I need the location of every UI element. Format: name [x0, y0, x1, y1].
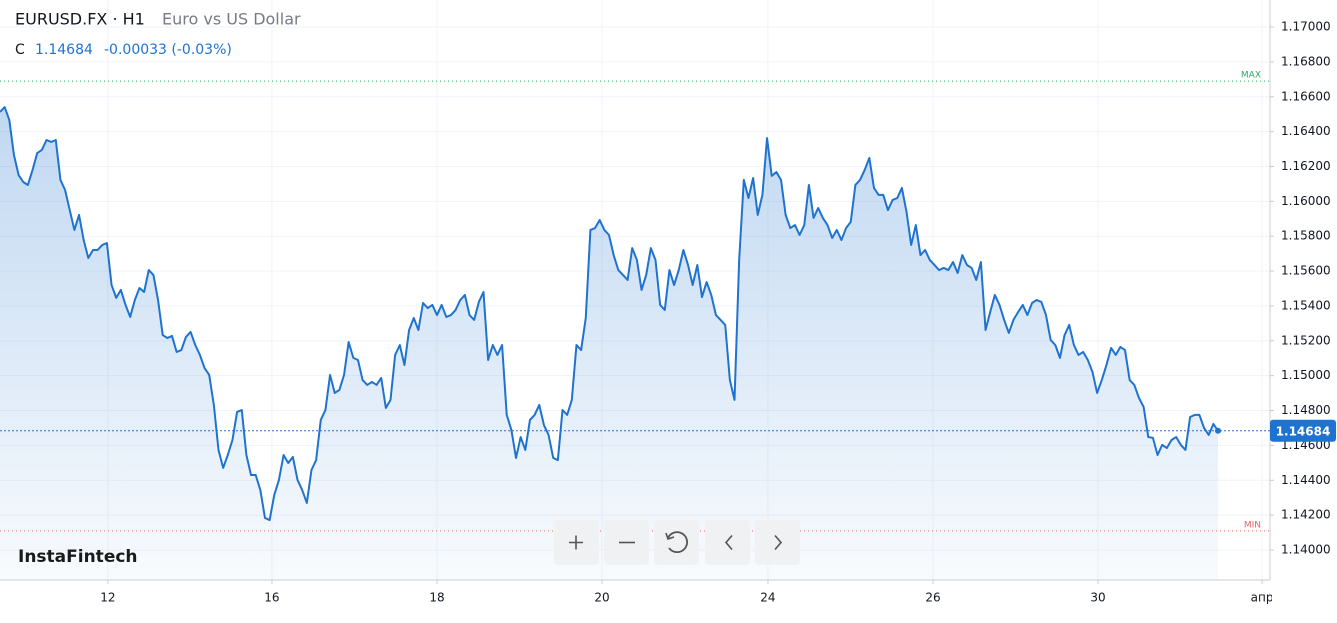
zoom-controls [554, 520, 800, 565]
area [0, 107, 1218, 580]
y-tick-label: 1.14800 [1281, 403, 1331, 417]
x-tick-label: 20 [594, 591, 609, 605]
y-tick-label: 1.15800 [1281, 229, 1331, 243]
x-tick-label: 12 [100, 591, 115, 605]
change: -0.00033 (-0.03%) [104, 42, 232, 58]
y-tick-label: 1.17000 [1281, 20, 1331, 34]
x-tick-label: 26 [925, 591, 940, 605]
scroll-right-button[interactable] [755, 520, 800, 565]
close-label: C [15, 42, 25, 58]
x-tick-label: 30 [1090, 591, 1105, 605]
y-tick-label: 1.15600 [1281, 264, 1331, 278]
reference-label: MIN [1244, 520, 1261, 530]
close-value: 1.14684 [35, 42, 93, 58]
y-tick-label: 1.16000 [1281, 194, 1331, 208]
symbol: EURUSD.FX · H1 [15, 10, 145, 29]
overlay: MAX MIN 1.14684 [0, 71, 1336, 532]
y-tick-label: 1.15000 [1281, 368, 1331, 382]
price-line [0, 106, 1219, 522]
y-tick-label: 1.16600 [1281, 89, 1331, 103]
x-tick-label: 18 [429, 591, 444, 605]
y-tick-label: 1.14000 [1281, 543, 1331, 557]
x-tick-label: 16 [264, 591, 279, 605]
last-price-tag [1270, 419, 1336, 442]
y-tick-label: 1.14200 [1281, 508, 1331, 522]
x-tick-label: апр [1251, 591, 1274, 605]
x-labels: 12 16 18 20 24 26 30 апр [100, 591, 1274, 605]
last-price-label: 1.14684 [1276, 424, 1331, 438]
zoom-out-button[interactable] [604, 520, 649, 565]
y-tick-label: 1.16800 [1281, 54, 1331, 68]
description: Euro vs US Dollar [162, 10, 301, 29]
y-tick-label: 1.15400 [1281, 298, 1331, 312]
reset-button[interactable] [654, 520, 699, 565]
y-tick-label: 1.15200 [1281, 333, 1331, 347]
y-tick-label: 1.16200 [1281, 159, 1331, 173]
y-tick-label: 1.14400 [1281, 473, 1331, 487]
plot [0, 106, 1221, 580]
x-tick-label: 24 [760, 591, 775, 605]
brand: InstaFintech [18, 547, 138, 567]
y-tick-label: 1.16400 [1281, 124, 1331, 138]
scroll-left-button[interactable] [705, 520, 750, 565]
zoom-in-button[interactable] [554, 520, 599, 565]
reference-label: MAX [1241, 71, 1261, 81]
